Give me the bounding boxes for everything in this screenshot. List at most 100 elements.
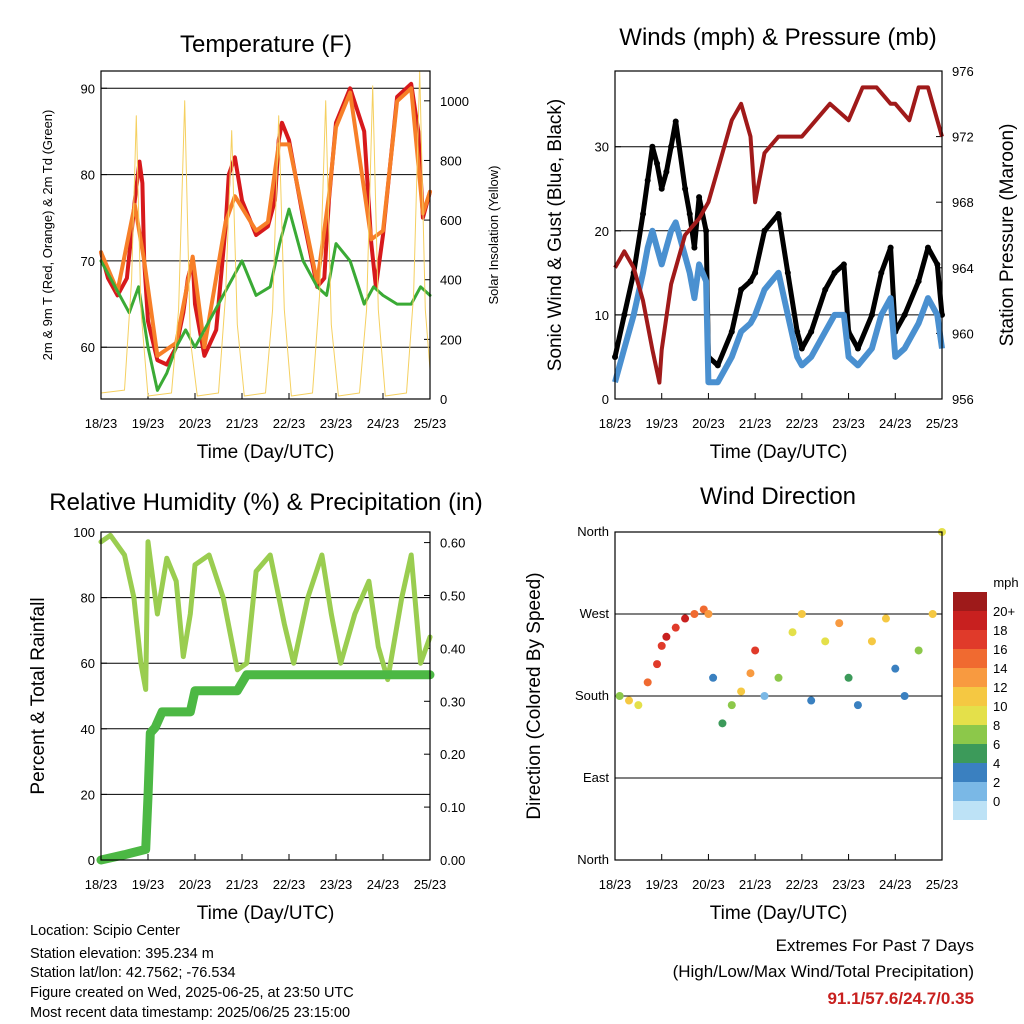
- x-tick-label: 22/23: [786, 416, 819, 431]
- x-tick-label: 18/23: [599, 416, 632, 431]
- y-tick-label-right: 0.20: [440, 747, 465, 762]
- legend-label: 16: [993, 642, 1007, 657]
- wind-line: [612, 219, 945, 386]
- y-axis-label: Percent & Total Rainfall: [28, 597, 49, 794]
- gust-point: [649, 143, 656, 150]
- x-tick-label: 23/23: [832, 877, 865, 892]
- x-tick-label: 25/23: [926, 877, 959, 892]
- direction-point: [718, 719, 727, 728]
- direction-point: [690, 610, 699, 618]
- direction-point: [634, 701, 643, 710]
- legend-swatch: [953, 801, 987, 820]
- info-created: Figure created on Wed, 2025-06-25, at 23…: [30, 985, 354, 1001]
- gust-point: [878, 269, 885, 276]
- y-tick-label-right: 964: [952, 261, 974, 276]
- y-tick-label-right: 0.40: [440, 641, 465, 656]
- gust-point: [703, 227, 710, 234]
- y-tick-label-right: 400: [440, 273, 462, 288]
- direction-point: [807, 696, 816, 705]
- gust-line: [612, 119, 945, 368]
- legend-swatch: [953, 611, 987, 630]
- extremes-subtitle: (High/Low/Max Wind/Total Precipitation): [672, 962, 974, 981]
- y-tick-label-right: 1000: [440, 94, 469, 109]
- x-tick-label: 22/23: [786, 877, 819, 892]
- x-tick-label: 24/23: [367, 877, 400, 892]
- direction-point: [760, 692, 769, 700]
- gust-point: [887, 244, 894, 251]
- gust-point: [696, 194, 703, 201]
- legend-swatch: [953, 649, 987, 668]
- gust-point: [668, 143, 675, 150]
- y-tick-label-right: 0.50: [440, 588, 465, 603]
- y-tick-label-right: 0.60: [440, 536, 465, 551]
- legend-swatch: [953, 706, 987, 725]
- info-location: Location: Scipio Center: [30, 923, 180, 939]
- y-tick-label: 90: [81, 81, 95, 96]
- y-tick-label-right: 956: [952, 392, 974, 407]
- legend-swatch: [953, 668, 987, 687]
- direction-point: [867, 637, 876, 646]
- y-tick-label: East: [583, 770, 609, 785]
- legend-swatch: [953, 763, 987, 782]
- gust-point: [644, 177, 651, 184]
- x-tick-label: 24/23: [879, 416, 912, 431]
- direction-point: [653, 660, 662, 669]
- x-tick-label: 22/23: [273, 877, 306, 892]
- y-tick-label: 20: [81, 787, 95, 802]
- legend-swatch: [953, 630, 987, 649]
- x-tick-label: 20/23: [692, 877, 725, 892]
- y-tick-label: 60: [81, 340, 95, 355]
- direction-point: [900, 692, 909, 700]
- series-line-4: [100, 70, 431, 397]
- legend-label: 8: [993, 718, 1000, 733]
- x-tick-label: 23/23: [320, 416, 353, 431]
- plot-frame: [614, 70, 943, 400]
- gust-point: [784, 269, 791, 276]
- gust-point: [915, 278, 922, 285]
- extremes-values: 91.1/57.6/24.7/0.35: [827, 989, 974, 1008]
- gust-point: [621, 311, 628, 318]
- series-line-1: [98, 532, 433, 692]
- gust-point: [761, 227, 768, 234]
- gust-point: [672, 118, 679, 125]
- y-tick-label: 10: [595, 308, 609, 323]
- gust-point: [728, 328, 735, 335]
- y-tick-label: 20: [595, 224, 609, 239]
- x-tick-label: 23/23: [320, 877, 353, 892]
- direction-point: [746, 669, 755, 678]
- y-tick-label: North: [577, 524, 609, 539]
- y-tick-label: 40: [81, 722, 95, 737]
- x-tick-label: 20/23: [179, 416, 212, 431]
- x-tick-label: 21/23: [226, 877, 259, 892]
- legend-swatch: [953, 782, 987, 801]
- gust-point: [901, 311, 908, 318]
- y-tick-label-right: 968: [952, 195, 974, 210]
- y-axis-label: Sonic Wind & Gust (Blue, Black): [545, 99, 566, 371]
- gust-point: [747, 278, 754, 285]
- direction-point: [727, 701, 736, 710]
- gust-point: [794, 328, 801, 335]
- x-axis-label: Time (Day/UTC): [197, 903, 335, 924]
- direction-point: [643, 678, 652, 687]
- legend-label: 18: [993, 623, 1007, 638]
- y-tick-label-right: 972: [952, 130, 974, 145]
- y-tick-label: 60: [81, 656, 95, 671]
- y-tick-label: 0: [602, 392, 609, 407]
- x-tick-label: 21/23: [739, 416, 772, 431]
- direction-point: [821, 637, 830, 646]
- gust-point: [663, 168, 670, 175]
- y-tick-label-right: 0.00: [440, 853, 465, 868]
- y-axis-label-right: Station Pressure (Maroon): [997, 124, 1018, 347]
- x-tick-label: 19/23: [645, 416, 678, 431]
- y-tick-label: South: [575, 688, 609, 703]
- panel-title: Winds (mph) & Pressure (mb): [619, 24, 936, 51]
- direction-point: [625, 696, 634, 705]
- y-tick-label: 0: [88, 853, 95, 868]
- gust-point: [658, 185, 665, 192]
- legend-swatch: [953, 744, 987, 763]
- direction-point: [788, 628, 797, 637]
- x-tick-label: 20/23: [179, 877, 212, 892]
- series-line-2: [96, 670, 435, 865]
- gust-point: [752, 269, 759, 276]
- info-elevation: Station elevation: 395.234 m: [30, 946, 214, 962]
